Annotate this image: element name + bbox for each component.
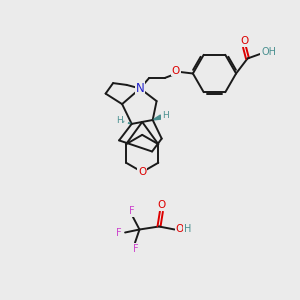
Text: O: O xyxy=(157,200,166,210)
Text: O: O xyxy=(176,224,184,235)
Text: N: N xyxy=(136,82,145,95)
Text: H: H xyxy=(116,116,122,125)
Text: F: F xyxy=(116,227,121,238)
Text: O: O xyxy=(240,36,249,46)
Text: H: H xyxy=(162,111,169,120)
Polygon shape xyxy=(153,115,162,120)
Text: OH: OH xyxy=(261,46,276,57)
Text: F: F xyxy=(133,244,138,254)
Text: F: F xyxy=(130,206,135,216)
Text: O: O xyxy=(138,167,146,177)
Text: H: H xyxy=(184,224,191,235)
Text: O: O xyxy=(172,65,180,76)
